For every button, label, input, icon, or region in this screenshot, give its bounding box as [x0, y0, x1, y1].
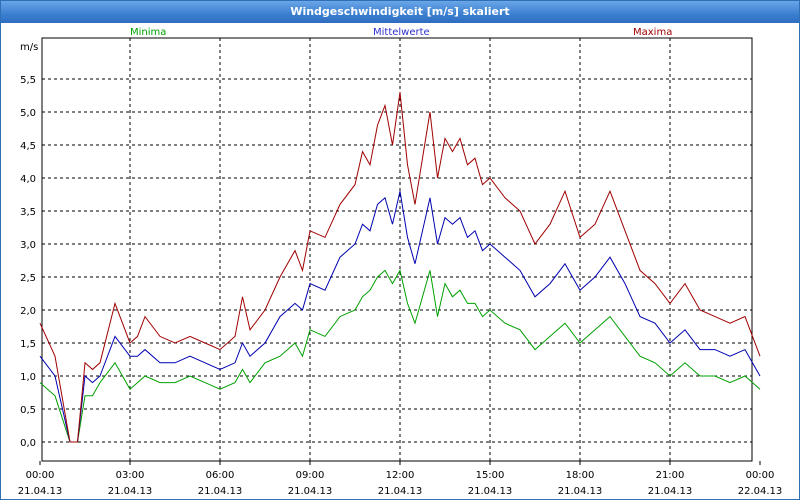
- x-tick-label-time: 09:00: [296, 470, 325, 481]
- legend-maxima: Maxima: [633, 27, 672, 38]
- y-axis-label: m/s: [20, 42, 38, 53]
- y-tick-label: 1,5: [20, 339, 36, 350]
- series-line-maxima: [39, 92, 761, 443]
- y-tick-label: 5,0: [20, 108, 36, 119]
- x-tick-label-time: 06:00: [206, 470, 235, 481]
- x-tick-label-date: 21.04.13: [288, 486, 333, 497]
- x-tick-label-date: 21.04.13: [558, 486, 603, 497]
- x-tick-label-time: 03:00: [116, 470, 145, 481]
- y-tick-label: 4,5: [20, 141, 36, 152]
- x-tick-label-time: 15:00: [476, 470, 505, 481]
- y-tick-label: 1,0: [20, 372, 36, 383]
- series-line-mittelwerte: [39, 191, 761, 443]
- series-line-minima: [39, 269, 761, 443]
- x-tick-label-date: 21.04.13: [18, 486, 63, 497]
- x-tick-label-time: 18:00: [566, 470, 595, 481]
- plot-area: [41, 37, 753, 462]
- y-tick-label: 2,5: [20, 273, 36, 284]
- window-title: Windgeschwindigkeit [m/s] skaliert: [290, 5, 510, 18]
- y-tick-label: 3,5: [20, 207, 36, 218]
- y-tick-label: 0,0: [20, 438, 36, 449]
- x-tick-label-time: 00:00: [746, 470, 775, 481]
- y-tick-label: 5,5: [20, 75, 36, 86]
- x-tick-label-date: 21.04.13: [378, 486, 423, 497]
- legend-minima: Minima: [130, 27, 166, 38]
- x-tick-label-date: 21.04.13: [198, 486, 243, 497]
- y-axis-ticks: 0,0 0,5 1,0 1,5 2,0 2,5 3,0 3,5 4,0 4,5 5,0 5,5: [20, 75, 36, 449]
- y-tick-label: 4,0: [20, 174, 36, 185]
- title-bar: Windgeschwindigkeit [m/s] skaliert: [1, 1, 799, 23]
- y-tick-label: 0,5: [20, 405, 36, 416]
- x-tick-label-time: 12:00: [386, 470, 415, 481]
- x-tick-label-date: 21.04.13: [108, 486, 153, 497]
- y-tick-label: 2,0: [20, 306, 36, 317]
- y-tick-label: 3,0: [20, 240, 36, 251]
- legend-mittelwerte: Mittelwerte: [373, 27, 430, 38]
- x-tick-label-time: 21:00: [656, 470, 685, 481]
- x-tick-label-time: 00:00: [26, 470, 55, 481]
- x-tick-label-date: 22.04.13: [738, 486, 783, 497]
- x-tick-label-date: 21.04.13: [468, 486, 513, 497]
- x-tick-label-date: 21.04.13: [648, 486, 693, 497]
- x-axis-ticks: 00:00 21.04.13 03:00 21.04.13 06:00 21.04.13 0…: [18, 461, 783, 497]
- series-lines: [39, 92, 761, 443]
